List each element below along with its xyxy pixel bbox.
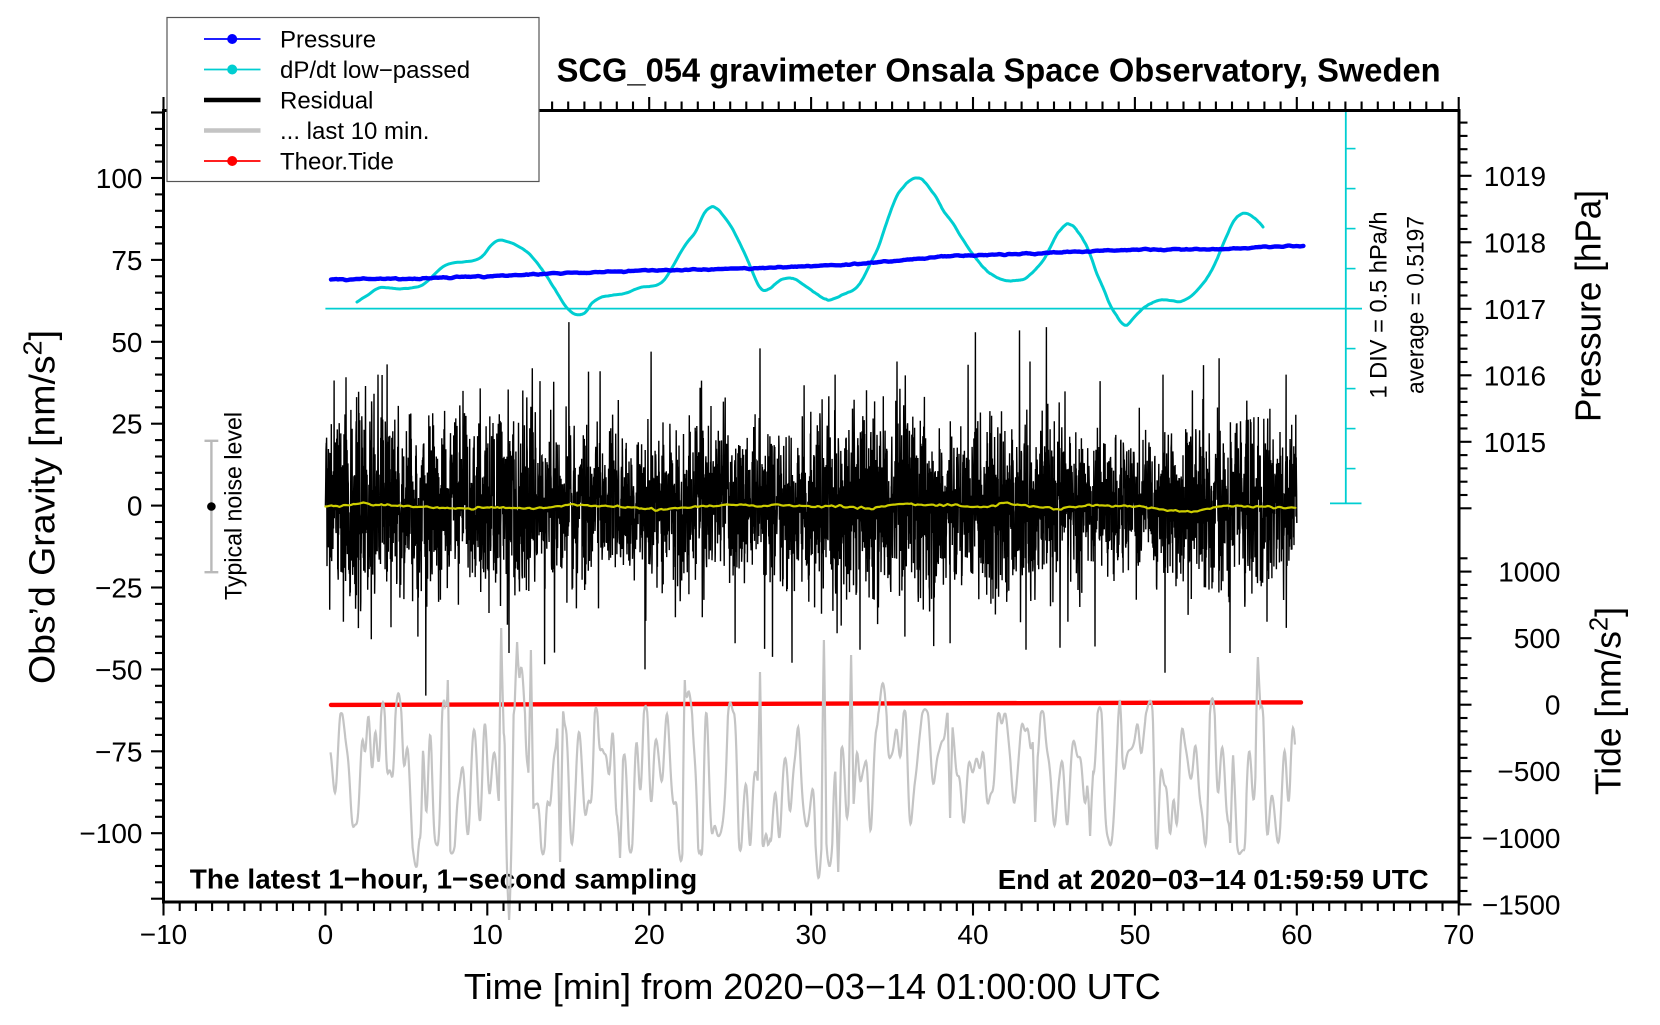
svg-text:Time [min] from 2020−03−14 01:: Time [min] from 2020−03−14 01:00:00 UTC <box>464 966 1161 1007</box>
svg-text:−100: −100 <box>79 818 142 849</box>
svg-text:−1500: −1500 <box>1482 889 1561 920</box>
svg-text:Theor.Tide: Theor.Tide <box>280 149 394 176</box>
svg-text:−75: −75 <box>95 736 143 767</box>
svg-text:1000: 1000 <box>1498 557 1560 588</box>
svg-text:10: 10 <box>472 919 503 950</box>
svg-text:−10: −10 <box>140 919 188 950</box>
svg-text:average = 0.5197: average = 0.5197 <box>1403 216 1430 394</box>
svg-text:0: 0 <box>318 919 334 950</box>
svg-text:100: 100 <box>96 163 143 194</box>
svg-text:0: 0 <box>1545 690 1561 721</box>
svg-text:50: 50 <box>1119 919 1150 950</box>
svg-text:75: 75 <box>111 245 142 276</box>
svg-text:−500: −500 <box>1497 756 1560 787</box>
svg-text:60: 60 <box>1281 919 1312 950</box>
svg-text:1015: 1015 <box>1484 427 1546 458</box>
svg-text:Tide [nm/s2]: Tide [nm/s2] <box>1584 607 1629 795</box>
svg-text:500: 500 <box>1514 623 1561 654</box>
svg-text:40: 40 <box>957 919 988 950</box>
svg-text:30: 30 <box>796 919 827 950</box>
svg-text:1018: 1018 <box>1484 227 1546 258</box>
svg-text:Pressure: Pressure <box>280 27 376 54</box>
svg-text:1017: 1017 <box>1484 294 1546 325</box>
svg-text:50: 50 <box>111 327 142 358</box>
svg-text:Typical noise level: Typical noise level <box>221 412 248 600</box>
svg-text:20: 20 <box>634 919 665 950</box>
svg-text:25: 25 <box>111 409 142 440</box>
svg-text:dP/dt low−passed: dP/dt low−passed <box>280 57 470 84</box>
svg-text:SCG_054 gravimeter Onsala Spac: SCG_054 gravimeter Onsala Space Observat… <box>557 52 1441 89</box>
svg-text:−50: −50 <box>95 654 143 685</box>
svg-text:... last 10 min.: ... last 10 min. <box>280 118 429 145</box>
svg-text:1019: 1019 <box>1484 161 1546 192</box>
svg-text:−25: −25 <box>95 573 143 604</box>
svg-text:−1000: −1000 <box>1482 823 1561 854</box>
svg-text:Pressure [hPa]: Pressure [hPa] <box>1568 190 1609 422</box>
svg-text:End at 2020−03−14 01:59:59 UTC: End at 2020−03−14 01:59:59 UTC <box>998 864 1429 895</box>
svg-text:0: 0 <box>127 491 143 522</box>
svg-text:70: 70 <box>1443 919 1474 950</box>
svg-text:The latest 1−hour, 1−second sa: The latest 1−hour, 1−second sampling <box>190 863 697 894</box>
svg-text:Residual: Residual <box>280 88 373 115</box>
svg-text:Obs’d Gravity [nm/s2]: Obs’d Gravity [nm/s2] <box>18 330 63 684</box>
svg-text:1016: 1016 <box>1484 360 1546 391</box>
svg-text:1 DIV = 0.5 hPa/h: 1 DIV = 0.5 hPa/h <box>1366 212 1393 399</box>
